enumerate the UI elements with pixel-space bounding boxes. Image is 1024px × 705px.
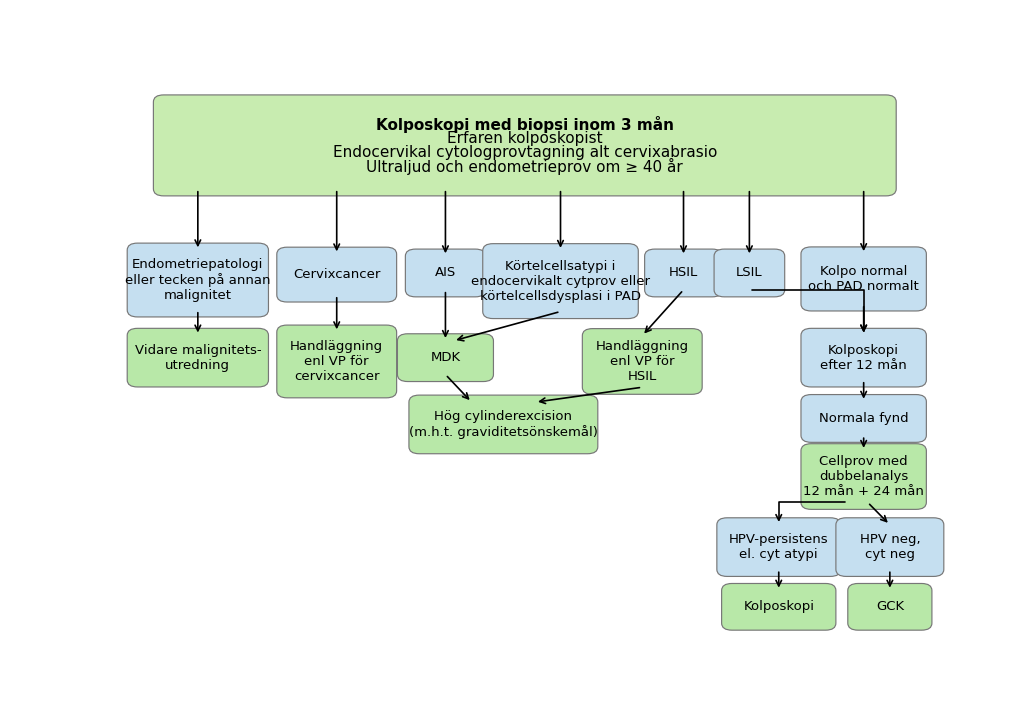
Text: Normala fynd: Normala fynd — [819, 412, 908, 425]
Text: HPV-persistens
el. cyt atypi: HPV-persistens el. cyt atypi — [729, 533, 828, 561]
Text: Handläggning
enl VP för
cervixcancer: Handläggning enl VP för cervixcancer — [290, 340, 383, 383]
FancyBboxPatch shape — [276, 325, 396, 398]
Text: Erfaren kolposkopist: Erfaren kolposkopist — [447, 131, 602, 146]
FancyBboxPatch shape — [583, 329, 702, 394]
Text: Handläggning
enl VP för
HSIL: Handläggning enl VP för HSIL — [596, 340, 689, 383]
Text: GCK: GCK — [876, 601, 904, 613]
Text: Hög cylinderexcision
(m.h.t. graviditetsönskemål): Hög cylinderexcision (m.h.t. graviditets… — [409, 410, 598, 439]
FancyBboxPatch shape — [397, 333, 494, 381]
Text: Vidare malignitets-
utredning: Vidare malignitets- utredning — [134, 343, 261, 372]
FancyBboxPatch shape — [801, 329, 927, 387]
Text: Cervixcancer: Cervixcancer — [293, 268, 380, 281]
FancyBboxPatch shape — [801, 395, 927, 442]
FancyBboxPatch shape — [836, 517, 944, 577]
Text: Kolposkopi: Kolposkopi — [743, 601, 814, 613]
Text: Endocervikal cytologprovtagning alt cervixabrasio: Endocervikal cytologprovtagning alt cerv… — [333, 145, 717, 160]
FancyBboxPatch shape — [717, 517, 841, 577]
Text: Ultraljud och endometrieprov om ≥ 40 år: Ultraljud och endometrieprov om ≥ 40 år — [367, 158, 683, 175]
Text: Kolposkopi med biopsi inom 3 mån: Kolposkopi med biopsi inom 3 mån — [376, 116, 674, 133]
FancyBboxPatch shape — [409, 395, 598, 454]
Text: Körtelcellsatypi i
endocervikalt cytprov eller
körtelcellsdysplasi i PAD: Körtelcellsatypi i endocervikalt cytprov… — [471, 259, 650, 302]
Text: HSIL: HSIL — [669, 266, 698, 279]
Text: Kolposkopi
efter 12 mån: Kolposkopi efter 12 mån — [820, 343, 907, 372]
FancyBboxPatch shape — [154, 95, 896, 196]
Text: AIS: AIS — [435, 266, 456, 279]
FancyBboxPatch shape — [801, 443, 927, 510]
Text: Kolpo normal
och PAD normalt: Kolpo normal och PAD normalt — [808, 265, 920, 293]
FancyBboxPatch shape — [127, 243, 268, 317]
Text: Cellprov med
dubbelanalys
12 mån + 24 mån: Cellprov med dubbelanalys 12 mån + 24 må… — [803, 455, 924, 498]
Text: HPV neg,
cyt neg: HPV neg, cyt neg — [859, 533, 921, 561]
Text: MDK: MDK — [430, 351, 461, 364]
FancyBboxPatch shape — [127, 329, 268, 387]
FancyBboxPatch shape — [714, 249, 784, 297]
FancyBboxPatch shape — [482, 244, 638, 319]
FancyBboxPatch shape — [848, 584, 932, 630]
FancyBboxPatch shape — [406, 249, 485, 297]
FancyBboxPatch shape — [801, 247, 927, 311]
FancyBboxPatch shape — [276, 247, 396, 302]
FancyBboxPatch shape — [722, 584, 836, 630]
FancyBboxPatch shape — [645, 249, 722, 297]
Text: LSIL: LSIL — [736, 266, 763, 279]
Text: Endometriepatologi
eller tecken på annan
malignitet: Endometriepatologi eller tecken på annan… — [125, 258, 270, 302]
